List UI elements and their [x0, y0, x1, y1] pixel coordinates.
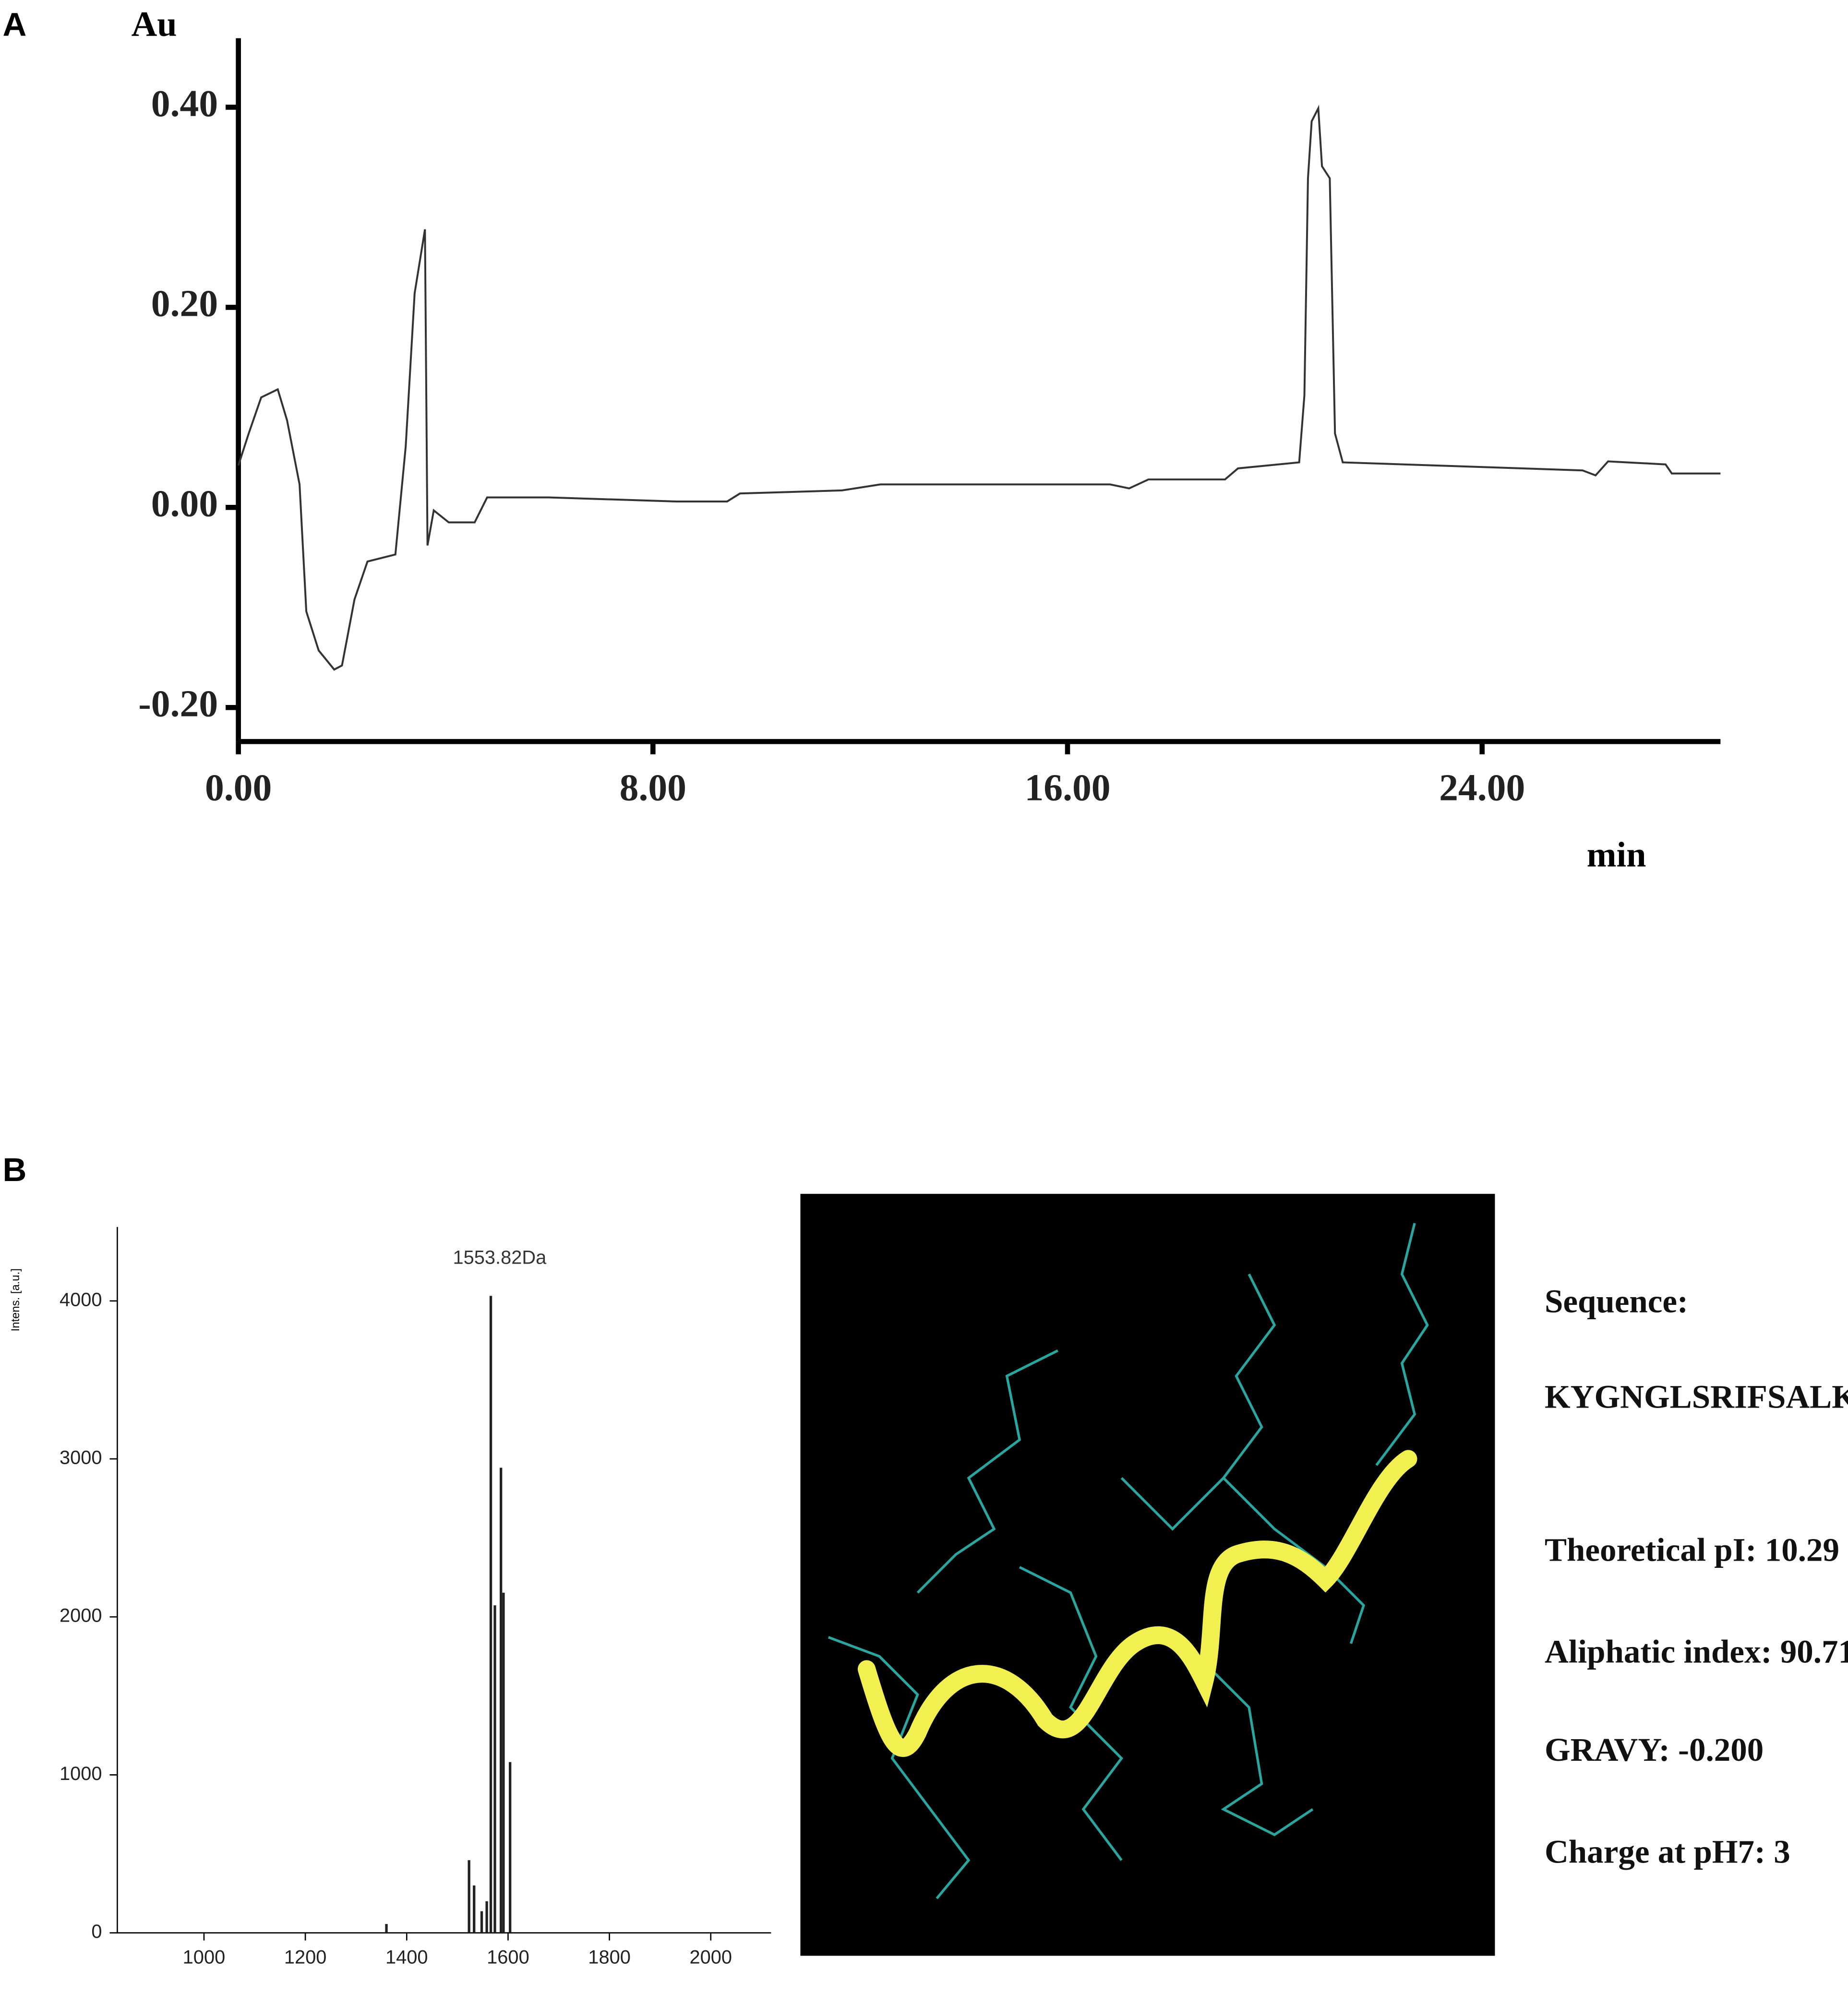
info-line: KYGNGLSRIFSALK	[1545, 1378, 1848, 1415]
stick	[1375, 1223, 1429, 1466]
x-tick-label: 8.00	[620, 766, 686, 809]
peak	[480, 1911, 483, 1933]
peak	[493, 1605, 496, 1933]
y-axis-label: Au	[132, 4, 177, 44]
y-tick-label: 0.40	[151, 83, 218, 125]
y-tick-label: 4000	[60, 1289, 102, 1310]
data-line	[237, 105, 1721, 671]
peak	[473, 1885, 476, 1933]
peak	[489, 1296, 492, 1933]
info-line: Sequence:	[1545, 1283, 1688, 1320]
y-tick-label: 0.00	[151, 483, 218, 525]
y-tick-label: -0.20	[138, 683, 218, 725]
stick	[1197, 1655, 1314, 1837]
x-tick-label: 1800	[588, 1946, 631, 1968]
peak	[485, 1901, 488, 1933]
y-tick-label: 2000	[60, 1605, 102, 1626]
x-tick-label: 1000	[183, 1946, 226, 1968]
peak	[500, 1468, 503, 1933]
info-line: Theoretical pI: 10.29	[1545, 1531, 1839, 1568]
panel-label: A	[2, 6, 26, 43]
peak	[385, 1924, 388, 1933]
y-axis-label: Intens. [a.u.]	[9, 1268, 22, 1331]
y-tick-label: 0.20	[151, 283, 218, 325]
panel-label: B	[2, 1151, 26, 1188]
peak	[509, 1762, 512, 1933]
info-line: Aliphatic index: 90.71	[1545, 1633, 1848, 1670]
peak	[468, 1860, 470, 1933]
peptide-info: Sequence: KYGNGLSRIFSALK Theoretical pI: 1…	[1545, 1283, 1848, 1870]
structure-image	[800, 1194, 1495, 1956]
annotation: 1553.82Da	[453, 1247, 547, 1268]
backbone-ribbon	[857, 1450, 1417, 1757]
info-line: GRAVY: -0.200	[1545, 1731, 1764, 1768]
x-tick-label: 1400	[385, 1946, 428, 1968]
image-background	[800, 1194, 1495, 1956]
stick	[828, 1636, 971, 1899]
x-tick-label: 0.00	[205, 766, 272, 809]
x-tick-label: 24.00	[1439, 766, 1525, 809]
side-chains	[828, 1223, 1429, 1899]
info-line: Charge at pH7: 3	[1545, 1833, 1790, 1870]
x-tick-label: 1200	[284, 1946, 327, 1968]
stick	[1019, 1566, 1124, 1861]
y-tick-label: 3000	[60, 1447, 102, 1468]
x-tick-label: 1600	[487, 1946, 529, 1968]
x-axis-label: min	[1587, 835, 1646, 874]
x-tick-label: 2000	[689, 1946, 732, 1968]
y-tick-label: 1000	[60, 1763, 102, 1784]
stick	[1120, 1273, 1276, 1531]
y-tick-label: 0	[91, 1921, 102, 1942]
peak	[502, 1592, 505, 1933]
stick	[916, 1349, 1058, 1594]
x-tick-label: 16.00	[1024, 766, 1110, 809]
